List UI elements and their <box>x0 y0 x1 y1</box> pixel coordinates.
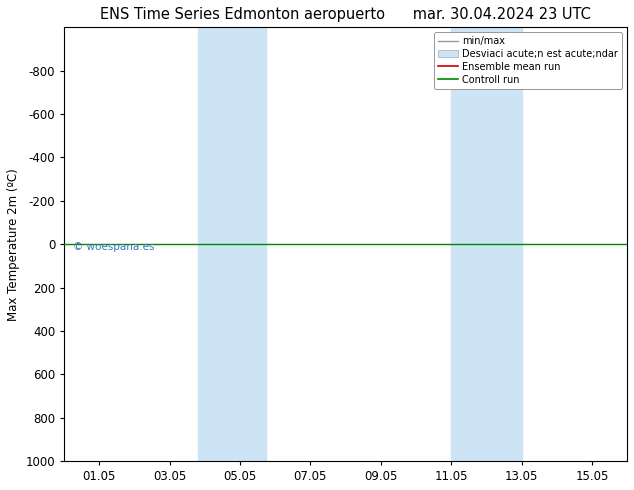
Y-axis label: Max Temperature 2m (ºC): Max Temperature 2m (ºC) <box>7 168 20 320</box>
Title: ENS Time Series Edmonton aeropuerto      mar. 30.04.2024 23 UTC: ENS Time Series Edmonton aeropuerto mar.… <box>100 7 591 22</box>
Legend: min/max, Desviaci acute;n est acute;ndar, Ensemble mean run, Controll run: min/max, Desviaci acute;n est acute;ndar… <box>434 32 622 89</box>
Bar <box>486 27 522 461</box>
Text: © woespana.es: © woespana.es <box>73 242 154 252</box>
Bar <box>231 27 266 461</box>
Bar <box>198 27 231 461</box>
Bar <box>451 27 486 461</box>
